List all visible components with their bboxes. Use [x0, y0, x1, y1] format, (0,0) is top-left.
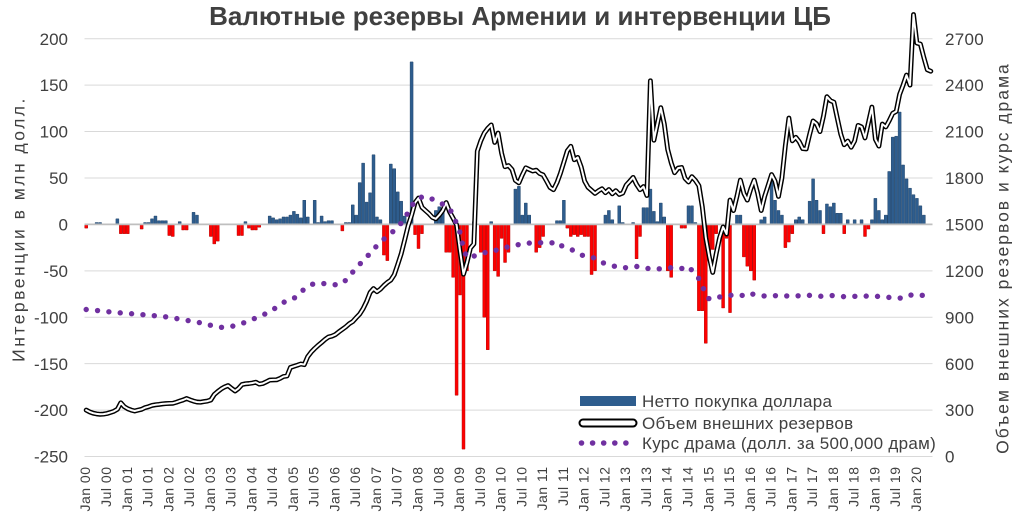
svg-text:Jul 15: Jul 15 [721, 467, 737, 507]
svg-text:-100: -100 [34, 308, 68, 327]
svg-text:Jul 16: Jul 16 [763, 467, 779, 507]
svg-text:Jan 01: Jan 01 [119, 467, 135, 512]
svg-text:Jul 08: Jul 08 [430, 467, 446, 507]
svg-text:-200: -200 [34, 401, 68, 420]
svg-text:2400: 2400 [945, 76, 984, 95]
svg-text:Jul 14: Jul 14 [680, 467, 696, 507]
svg-text:Jan 00: Jan 00 [77, 467, 93, 512]
svg-text:-150: -150 [34, 355, 68, 374]
svg-text:Jul 11: Jul 11 [555, 467, 571, 506]
svg-text:Jan 02: Jan 02 [160, 467, 176, 512]
svg-text:Jul 01: Jul 01 [140, 467, 156, 507]
svg-text:Jul 10: Jul 10 [513, 467, 529, 507]
svg-text:0: 0 [59, 216, 68, 235]
svg-text:Jul 06: Jul 06 [347, 467, 363, 507]
svg-text:2700: 2700 [945, 30, 984, 49]
svg-text:600: 600 [945, 355, 974, 374]
svg-text:Курс драма (долл. за 500,000 д: Курс драма (долл. за 500,000 драм) [642, 434, 936, 453]
svg-text:300: 300 [945, 401, 974, 420]
svg-text:Jan 15: Jan 15 [700, 467, 716, 512]
svg-text:1800: 1800 [945, 169, 984, 188]
svg-text:Jan 05: Jan 05 [285, 467, 301, 512]
svg-text:Jan 12: Jan 12 [576, 467, 592, 512]
svg-text:Jan 18: Jan 18 [825, 467, 841, 512]
svg-text:Jan 11: Jan 11 [534, 467, 550, 511]
svg-text:Jan 17: Jan 17 [783, 467, 799, 512]
svg-text:Jan 08: Jan 08 [410, 467, 426, 512]
svg-text:Объем внешних резервов и курс: Объем внешних резервов и курс драма [993, 62, 1013, 454]
svg-text:-50: -50 [43, 262, 68, 281]
svg-text:900: 900 [945, 308, 974, 327]
svg-text:Jul 04: Jul 04 [264, 467, 280, 507]
svg-text:1200: 1200 [945, 262, 984, 281]
svg-text:Jan 20: Jan 20 [908, 467, 924, 512]
svg-text:Объем внешних резервов: Объем внешних резервов [642, 414, 853, 433]
svg-text:0: 0 [945, 448, 955, 467]
svg-text:1500: 1500 [945, 216, 984, 235]
svg-text:Jul 00: Jul 00 [98, 467, 114, 507]
svg-text:100: 100 [40, 123, 68, 142]
svg-text:-250: -250 [34, 448, 68, 467]
svg-text:Jan 06: Jan 06 [326, 467, 342, 512]
svg-text:Jan 16: Jan 16 [742, 467, 758, 512]
svg-text:50: 50 [49, 169, 68, 188]
svg-text:Нетто покупка доллара: Нетто покупка доллара [642, 392, 832, 411]
svg-text:150: 150 [40, 76, 68, 95]
svg-text:Jul 03: Jul 03 [223, 467, 239, 507]
svg-text:200: 200 [40, 30, 68, 49]
svg-text:Jul 07: Jul 07 [389, 467, 405, 507]
svg-text:Jan 10: Jan 10 [493, 466, 509, 511]
svg-text:Jul 13: Jul 13 [638, 467, 654, 507]
svg-text:Jul 12: Jul 12 [596, 467, 612, 507]
svg-text:Валютные резервы Армении и инт: Валютные резервы Армении и интервенции Ц… [209, 1, 831, 31]
svg-text:Jan 04: Jan 04 [243, 467, 259, 512]
svg-text:Jul 18: Jul 18 [846, 467, 862, 507]
svg-text:Jan 09: Jan 09 [451, 467, 467, 512]
svg-text:Jul 17: Jul 17 [804, 467, 820, 507]
svg-text:Jul 05: Jul 05 [306, 467, 322, 507]
svg-text:Jul 02: Jul 02 [181, 467, 197, 507]
svg-text:Jan 03: Jan 03 [202, 467, 218, 512]
svg-text:Jul 19: Jul 19 [887, 467, 903, 507]
svg-text:2100: 2100 [945, 123, 984, 142]
svg-text:Jan 07: Jan 07 [368, 467, 384, 512]
svg-text:Jan 19: Jan 19 [866, 467, 882, 512]
svg-text:Jan 14: Jan 14 [659, 467, 675, 512]
svg-text:Jul 09: Jul 09 [472, 467, 488, 507]
svg-text:Jan 13: Jan 13 [617, 467, 633, 512]
svg-text:Интервенции в млн долл.: Интервенции в млн долл. [9, 96, 29, 362]
